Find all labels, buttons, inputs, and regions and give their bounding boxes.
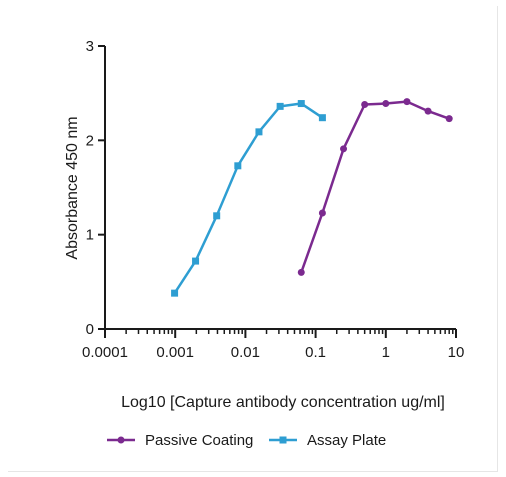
x-axis-title: Log10 [Capture antibody concentration ug… [121, 394, 445, 411]
data-point [171, 290, 178, 297]
data-point [298, 269, 305, 276]
data-point [403, 98, 410, 105]
legend-item: Assay Plate [269, 432, 386, 449]
data-point [213, 212, 220, 219]
series-passive-coating [298, 98, 453, 276]
data-point [192, 258, 199, 265]
x-tick-label: 0.1 [305, 344, 326, 361]
data-point [361, 101, 368, 108]
x-tick-label: 1 [382, 344, 390, 361]
y-tick-label: 0 [86, 321, 94, 338]
series-line [175, 104, 323, 294]
data-point [234, 162, 241, 169]
data-point [255, 128, 262, 135]
data-point [319, 209, 326, 216]
data-point [277, 103, 284, 110]
legend-marker [280, 437, 287, 444]
legend-label: Assay Plate [307, 432, 386, 449]
data-point [446, 115, 453, 122]
y-axis-title: Absorbance 450 nm [64, 116, 81, 259]
legend-item: Passive Coating [107, 432, 253, 449]
y-tick-label: 1 [86, 227, 94, 244]
axes: 0 1 2 3 0.0001 0.001 0.01 0.1 1 10 [82, 38, 464, 361]
data-point [425, 108, 432, 115]
data-point [382, 100, 389, 107]
data-point [340, 145, 347, 152]
x-tick-label: 0.01 [231, 344, 260, 361]
y-tick-label: 2 [86, 132, 94, 149]
y-tick-label: 3 [86, 38, 94, 55]
series-layer [171, 98, 453, 296]
x-tick-label: 0.0001 [82, 344, 128, 361]
data-point [298, 100, 305, 107]
x-tick-label: 10 [448, 344, 465, 361]
legend: Passive Coating Assay Plate [107, 432, 386, 449]
x-tick-label: 0.001 [156, 344, 194, 361]
legend-label: Passive Coating [145, 432, 253, 449]
legend-marker [118, 437, 125, 444]
series-line [301, 102, 449, 273]
data-point [319, 114, 326, 121]
